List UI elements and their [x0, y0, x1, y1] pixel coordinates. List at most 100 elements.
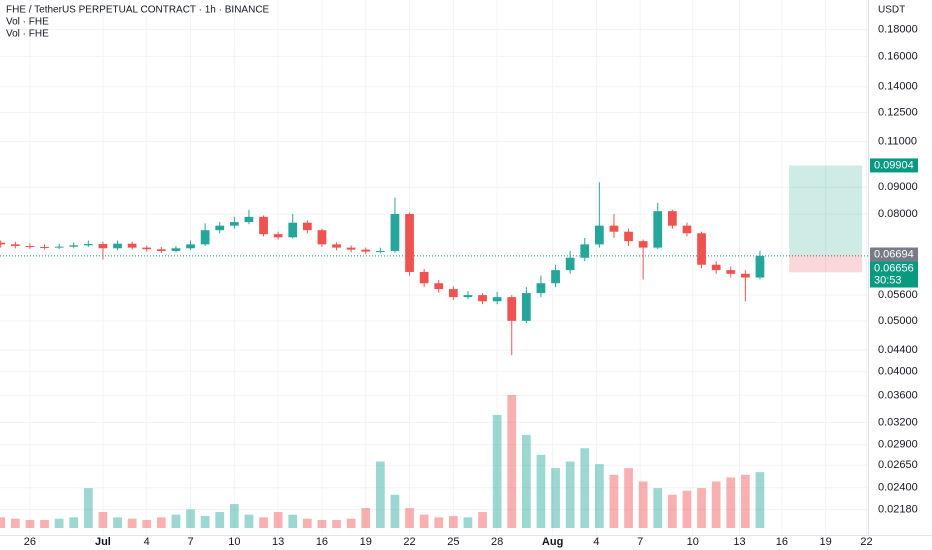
- x-tick-label: 7: [187, 536, 193, 548]
- volume-bar: [419, 514, 429, 528]
- candle-body: [682, 225, 692, 234]
- candle-body: [390, 213, 400, 251]
- candle-body: [186, 244, 195, 249]
- candle-body: [273, 234, 283, 238]
- candle-body: [551, 270, 560, 284]
- y-tick-label: 0.05000: [878, 315, 918, 327]
- volume-bar: [609, 474, 619, 528]
- target-zone: [789, 165, 863, 255]
- candle-body: [317, 230, 327, 245]
- candle-body: [434, 283, 444, 290]
- grid: [0, 0, 868, 535]
- x-tick-label: 19: [360, 536, 372, 548]
- x-tick-label: 22: [860, 536, 872, 548]
- volume-bar: [551, 468, 560, 528]
- candle-body: [127, 243, 137, 248]
- candle-body: [521, 293, 531, 321]
- volume-bar: [346, 518, 356, 528]
- x-tick-label: Aug: [542, 536, 563, 548]
- candle-body: [492, 297, 502, 302]
- x-tick-label: 19: [820, 536, 832, 548]
- volume-bar: [492, 414, 502, 528]
- candle-body: [244, 216, 254, 223]
- volume-bar: [302, 518, 312, 528]
- x-tick-label: 26: [24, 536, 36, 548]
- x-tick-label: Jul: [95, 536, 111, 548]
- x-tick-label: 7: [637, 536, 643, 548]
- volume-bar: [580, 448, 590, 528]
- candle-body: [536, 283, 546, 294]
- candle-body: [156, 249, 166, 251]
- y-tick-label: 0.11000: [878, 135, 917, 147]
- candle-body: [83, 244, 93, 246]
- candle-body: [594, 225, 604, 245]
- candle-body: [171, 248, 181, 251]
- volume-bar: [288, 514, 298, 528]
- y-tick-label: 0.08000: [878, 208, 918, 220]
- x-tick-label: 28: [491, 536, 503, 548]
- price-label-bg: [870, 261, 918, 288]
- stop-zone: [789, 254, 863, 273]
- volume-bar: [594, 464, 604, 528]
- candle-body: [463, 295, 473, 298]
- x-tick-label: 4: [144, 536, 150, 548]
- candle-body: [478, 295, 487, 302]
- y-tick-label: 0.04000: [878, 366, 918, 378]
- volume-bar: [25, 520, 35, 528]
- candle-body: [113, 243, 122, 249]
- volume-bar: [638, 481, 648, 528]
- candle-body: [375, 250, 385, 252]
- volume-bar: [405, 508, 414, 528]
- candle-body: [565, 257, 575, 271]
- x-tick-label: 22: [403, 536, 415, 548]
- candle-body: [653, 211, 663, 248]
- candle-body: [361, 249, 371, 252]
- volume-bar: [229, 504, 239, 528]
- volume-bar: [667, 494, 677, 528]
- candle-body: [667, 211, 677, 226]
- volume-bar: [10, 518, 20, 528]
- volume-bar: [273, 512, 283, 528]
- x-tick-label: 16: [316, 536, 328, 548]
- volume-bar: [0, 517, 6, 528]
- candle-body: [332, 244, 341, 248]
- candle-body: [10, 244, 20, 246]
- candle-body: [740, 273, 750, 278]
- volume-bar: [624, 468, 633, 528]
- indicator-label: Vol · FHE: [6, 17, 49, 28]
- y-tick-label: 0.04400: [878, 344, 918, 356]
- candle-body: [259, 216, 268, 235]
- volume-pane: [0, 395, 765, 528]
- candle-body: [302, 222, 312, 231]
- volume-bar: [536, 454, 546, 528]
- price-label: 0.09904: [874, 159, 914, 171]
- candle-body: [697, 233, 706, 265]
- candle-body: [25, 245, 35, 247]
- volume-bar: [521, 434, 531, 528]
- volume-bar: [127, 518, 137, 528]
- x-tick-label: 13: [733, 536, 745, 548]
- volume-bar: [317, 520, 327, 528]
- x-tick-label: 10: [228, 536, 240, 548]
- y-tick-label: 0.05600: [878, 289, 918, 301]
- volume-bar: [434, 517, 444, 528]
- y-tick-label: 0.02900: [878, 439, 918, 451]
- volume-bar: [740, 474, 750, 528]
- x-tick-label: 10: [687, 536, 699, 548]
- price-label-bg: [870, 158, 918, 173]
- candle-body: [229, 222, 239, 226]
- volume-bar: [54, 518, 64, 528]
- volume-bar: [726, 477, 736, 528]
- volume-bar: [186, 509, 195, 528]
- position-tool: [0, 165, 868, 273]
- volume-bar: [40, 520, 49, 528]
- y-tick-label: 0.02180: [878, 504, 918, 516]
- candle-body: [448, 289, 458, 298]
- candle-body: [609, 225, 619, 232]
- volume-bar: [332, 520, 341, 528]
- volume-bar: [711, 481, 721, 528]
- axis-unit: USDT: [878, 5, 905, 16]
- candle-body: [638, 241, 648, 248]
